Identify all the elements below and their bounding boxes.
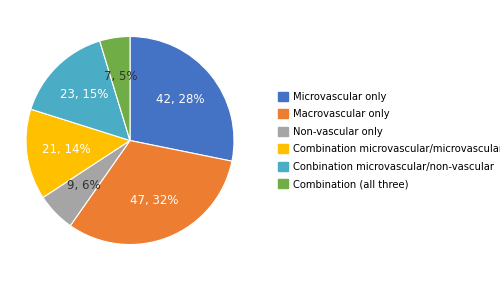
Text: 23, 15%: 23, 15% <box>60 88 109 101</box>
Wedge shape <box>100 37 130 140</box>
Text: 21, 14%: 21, 14% <box>42 143 90 156</box>
Wedge shape <box>26 109 130 198</box>
Text: 47, 32%: 47, 32% <box>130 194 178 207</box>
Wedge shape <box>43 140 130 226</box>
Text: 42, 28%: 42, 28% <box>156 93 204 106</box>
Text: 7, 5%: 7, 5% <box>104 70 138 83</box>
Wedge shape <box>130 37 234 161</box>
Legend: Microvascular only, Macrovascular only, Non-vascular only, Combination microvasc: Microvascular only, Macrovascular only, … <box>278 92 500 189</box>
Wedge shape <box>31 41 130 140</box>
Wedge shape <box>70 140 232 244</box>
Text: 9, 6%: 9, 6% <box>67 179 100 192</box>
